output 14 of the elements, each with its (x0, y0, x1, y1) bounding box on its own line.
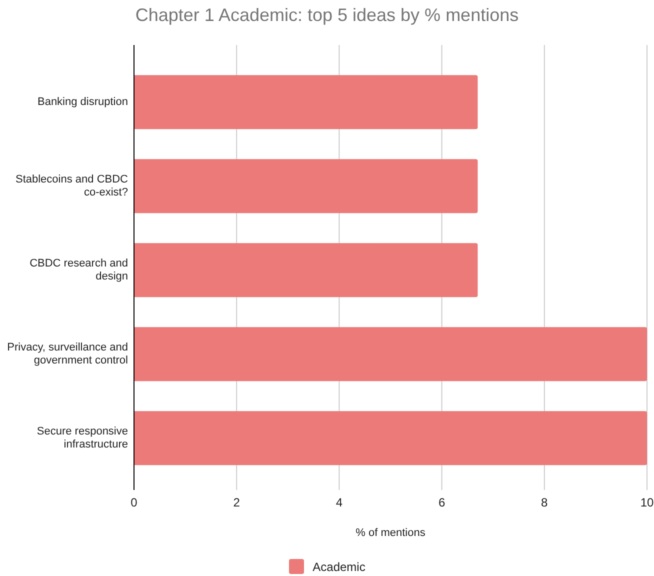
x-tick-label: 10 (640, 496, 654, 510)
y-tick-label: Banking disruption (37, 96, 128, 108)
x-axis-title: % of mentions (356, 527, 426, 539)
y-tick-label: Stablecoins and CBDC co-exist? (15, 174, 128, 198)
x-tick-label: 6 (438, 496, 446, 510)
chart-title: Chapter 1 Academic: top 5 ideas by % mentions (135, 5, 519, 25)
y-tick-label: Secure responsive infrastructure (36, 426, 128, 450)
x-tick-label: 4 (336, 496, 343, 510)
x-tick-label: 8 (541, 496, 548, 510)
x-tick-label: 2 (233, 496, 240, 510)
y-tick-label: Privacy, surveillance and government control (7, 342, 128, 366)
legend-label: Academic (312, 560, 366, 574)
x-tick-label: 0 (130, 496, 138, 510)
y-tick-label: CBDC research and design (30, 258, 128, 282)
